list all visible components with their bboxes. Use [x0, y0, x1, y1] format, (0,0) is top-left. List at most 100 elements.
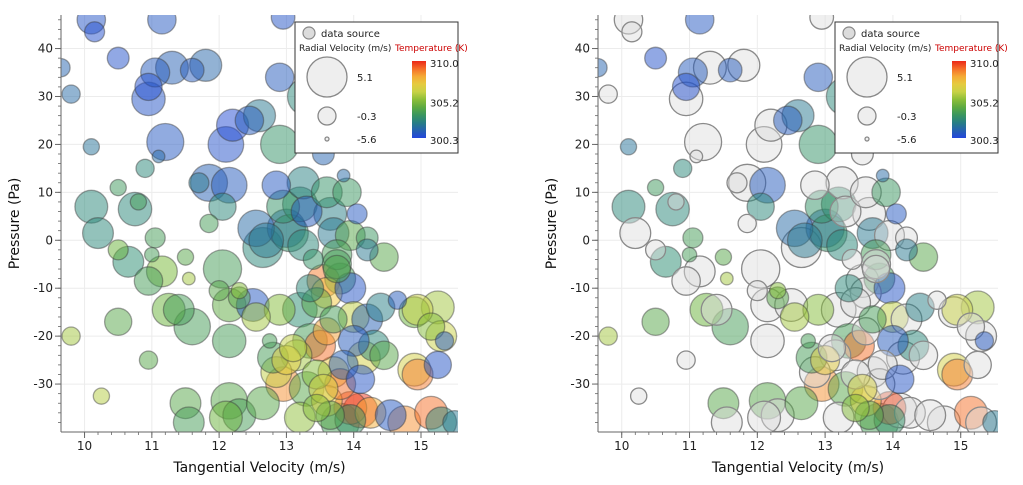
data-point[interactable] [885, 203, 907, 225]
data-point[interactable] [613, 6, 644, 35]
data-point[interactable] [798, 124, 839, 165]
data-point[interactable] [241, 302, 271, 332]
data-point[interactable] [619, 217, 652, 250]
data-point[interactable] [322, 254, 352, 284]
data-point[interactable] [134, 72, 163, 102]
data-point[interactable] [290, 195, 323, 228]
data-point[interactable] [779, 302, 810, 332]
data-point[interactable] [667, 193, 685, 211]
data-point[interactable] [676, 350, 696, 370]
data-point[interactable] [914, 399, 947, 432]
data-point[interactable] [143, 246, 160, 263]
data-point[interactable] [208, 400, 243, 434]
data-point[interactable] [302, 393, 331, 423]
data-point[interactable] [884, 364, 915, 395]
data-point[interactable] [181, 271, 196, 286]
data-point[interactable] [803, 62, 834, 93]
data-point[interactable] [927, 290, 947, 310]
data-point[interactable] [941, 358, 974, 391]
data-point[interactable] [956, 312, 986, 341]
data-point[interactable] [92, 387, 111, 405]
data-point[interactable] [230, 281, 249, 300]
data-point[interactable] [355, 238, 379, 262]
data-point[interactable] [717, 57, 743, 83]
data-point[interactable] [641, 307, 670, 337]
data-point[interactable] [817, 333, 847, 363]
data-point[interactable] [248, 222, 285, 259]
data-point[interactable] [858, 305, 887, 334]
data-point[interactable] [270, 6, 296, 30]
data-point[interactable] [261, 170, 292, 201]
data-point[interactable] [684, 6, 715, 35]
data-point[interactable] [332, 177, 362, 208]
data-point[interactable] [740, 249, 781, 289]
data-point[interactable] [711, 307, 750, 346]
data-point[interactable] [387, 290, 408, 310]
data-point[interactable] [644, 46, 668, 70]
data-point[interactable] [714, 248, 733, 266]
data-point[interactable] [374, 399, 407, 432]
data-point[interactable] [829, 195, 862, 228]
data-point[interactable] [974, 331, 995, 351]
data-point[interactable] [876, 324, 909, 357]
data-point[interactable] [179, 57, 205, 83]
data-point[interactable] [147, 6, 177, 35]
data-point[interactable] [144, 227, 166, 249]
data-point[interactable] [629, 387, 648, 405]
data-point[interactable] [649, 245, 682, 278]
data-point[interactable] [442, 409, 467, 435]
data-point[interactable] [644, 239, 667, 261]
data-point[interactable] [982, 409, 1007, 435]
data-point[interactable] [245, 386, 280, 421]
data-point[interactable] [264, 62, 295, 93]
data-point[interactable] [598, 84, 618, 104]
data-point[interactable] [842, 329, 876, 362]
data-point[interactable] [176, 248, 195, 266]
data-point[interactable] [61, 326, 81, 346]
data-point[interactable] [434, 331, 455, 351]
data-point[interactable] [172, 406, 205, 438]
data-point[interactable] [700, 293, 733, 326]
data-point[interactable] [162, 293, 195, 326]
data-point[interactable] [671, 72, 701, 102]
data-point[interactable] [82, 138, 101, 156]
data-point[interactable] [416, 312, 446, 341]
data-point[interactable] [83, 21, 106, 43]
data-point[interactable] [295, 273, 325, 303]
data-point[interactable] [908, 340, 939, 371]
data-point[interactable] [871, 177, 901, 208]
data-point[interactable] [746, 279, 768, 302]
data-point[interactable] [234, 105, 265, 136]
data-point[interactable] [746, 192, 775, 221]
data-point[interactable] [278, 333, 308, 363]
data-point[interactable] [621, 21, 643, 43]
data-point[interactable] [646, 178, 665, 197]
data-point[interactable] [302, 248, 324, 271]
data-point[interactable] [208, 192, 237, 221]
data-point[interactable] [199, 213, 219, 234]
data-point[interactable] [768, 281, 787, 300]
data-point[interactable] [423, 350, 453, 380]
data-point[interactable] [784, 386, 819, 421]
data-point[interactable] [963, 350, 992, 380]
data-point[interactable] [109, 178, 127, 197]
data-point[interactable] [107, 239, 129, 261]
data-point[interactable] [671, 266, 701, 296]
data-point[interactable] [81, 217, 115, 250]
data-point[interactable] [710, 406, 743, 438]
data-point[interactable] [861, 254, 891, 284]
data-point[interactable] [809, 6, 835, 30]
data-point[interactable] [672, 158, 693, 179]
data-point[interactable] [800, 333, 817, 349]
data-point[interactable] [188, 172, 210, 194]
data-point[interactable] [841, 393, 870, 423]
data-point[interactable] [875, 168, 890, 183]
data-point[interactable] [689, 292, 724, 327]
data-point[interactable] [345, 364, 376, 395]
data-point[interactable] [103, 307, 133, 337]
data-point[interactable] [151, 149, 166, 164]
data-point[interactable] [726, 172, 748, 194]
data-point[interactable] [800, 170, 830, 201]
data-point[interactable] [138, 350, 159, 370]
data-point[interactable] [61, 84, 81, 104]
